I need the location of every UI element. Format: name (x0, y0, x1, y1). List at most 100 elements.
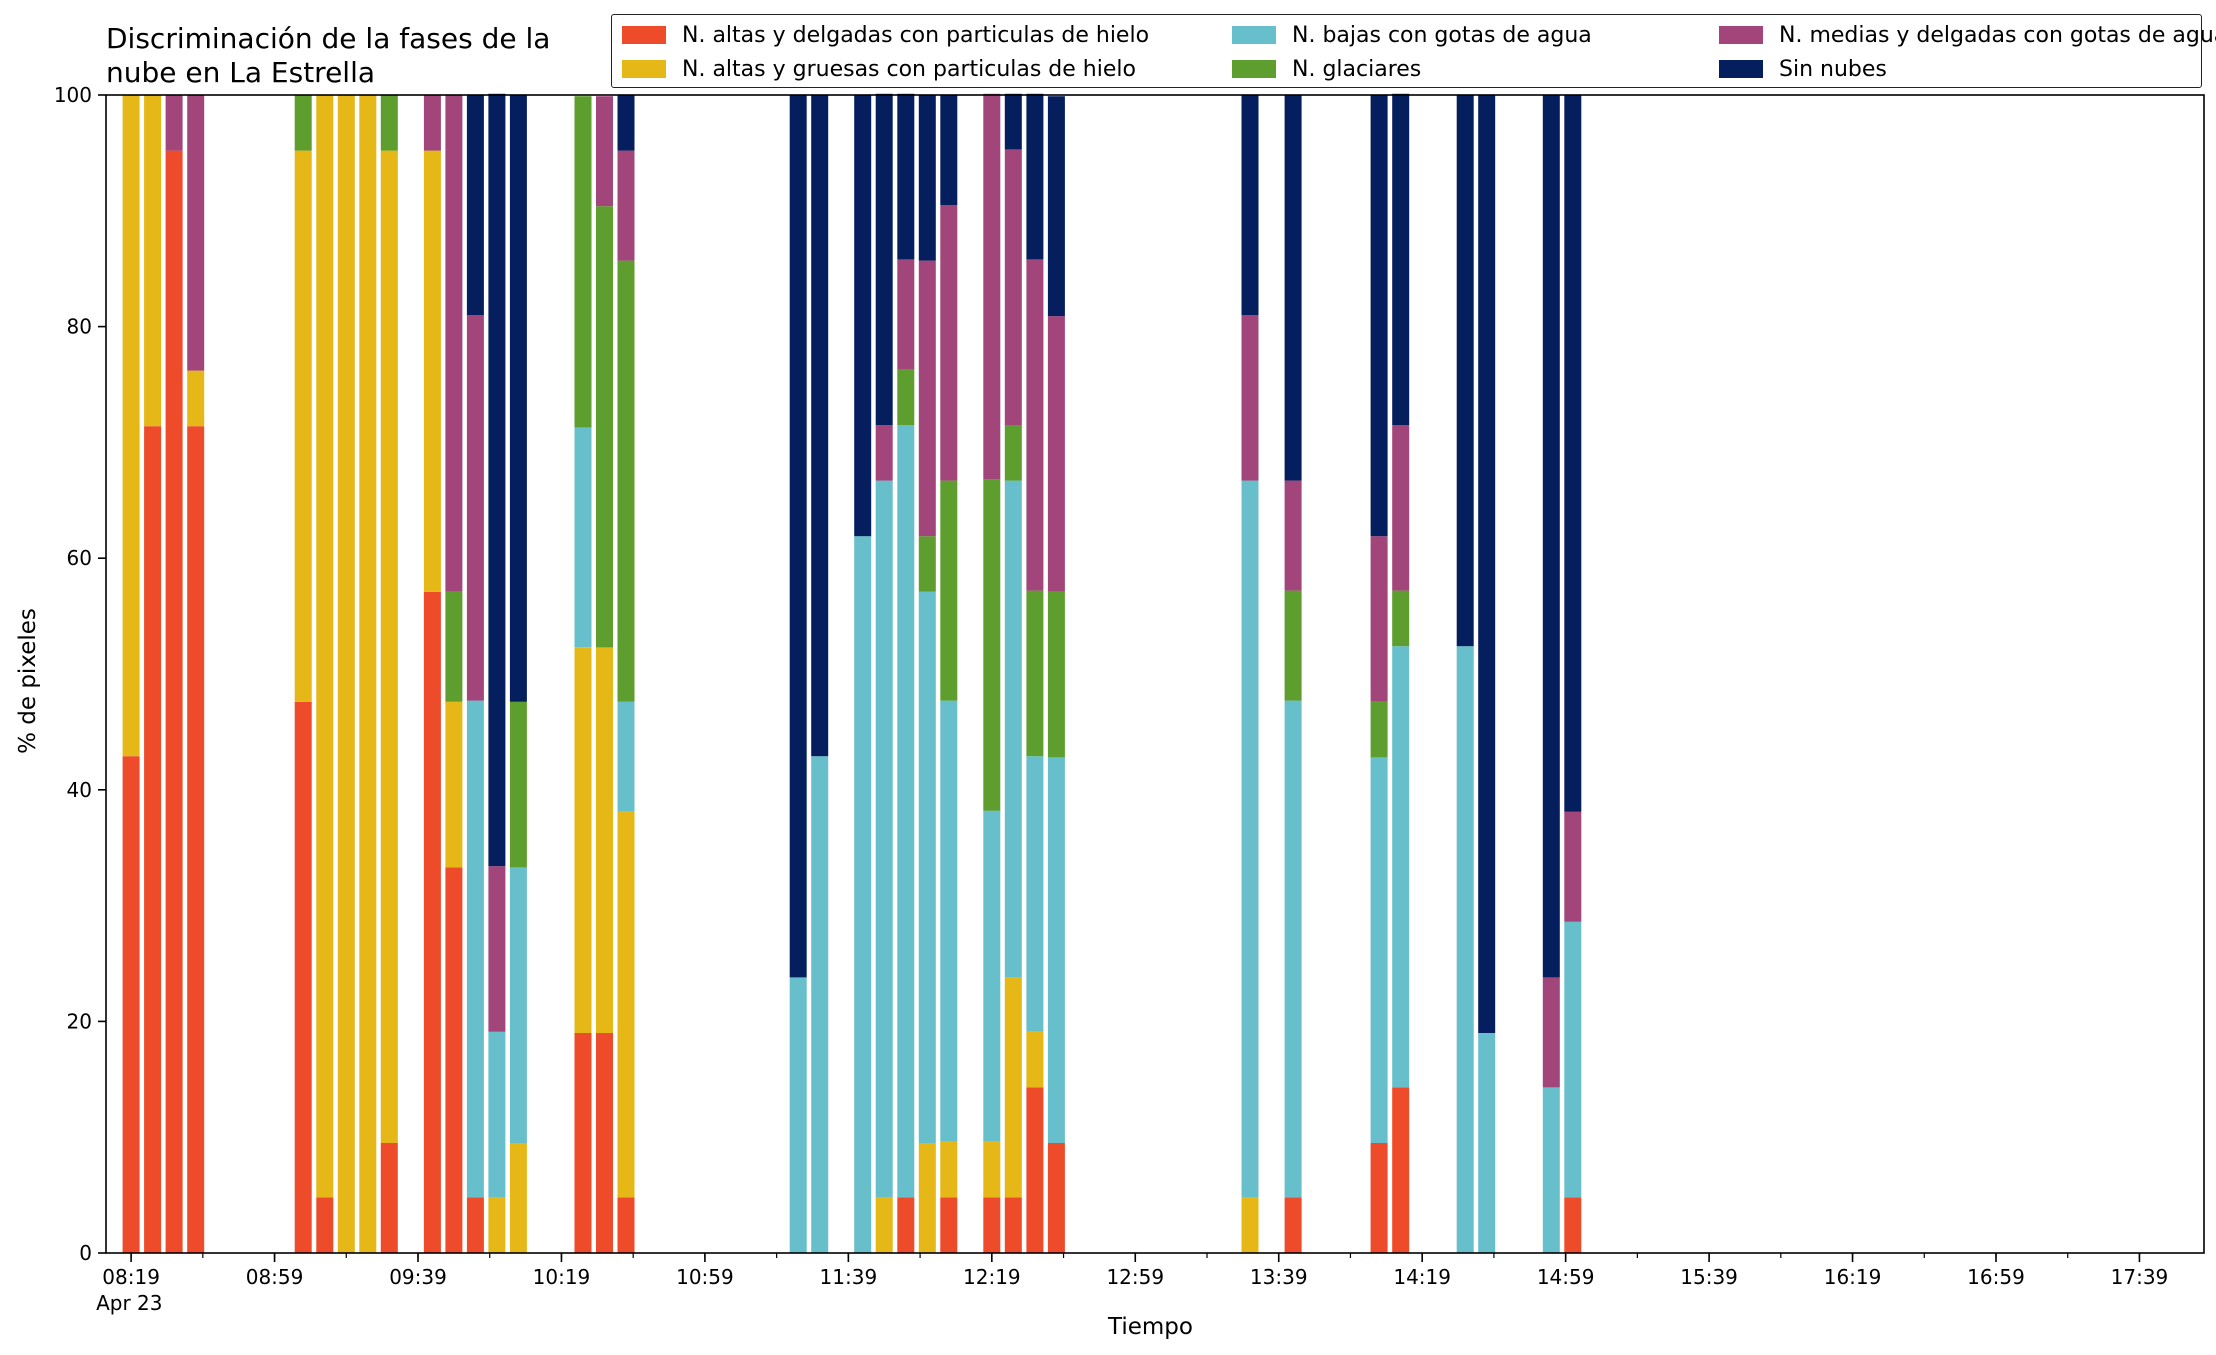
y-tick-label-2: 20 (67, 1009, 92, 1033)
bar-segment-30-1 (1284, 1197, 1302, 1253)
bar-segment-9-4 (380, 95, 398, 151)
legend-item-2: N. altas y gruesas con particulas de hie… (622, 57, 1136, 83)
legend-label-5: N. medias y delgadas con gotas de agua (1779, 23, 2216, 48)
bar-segment-4-5 (187, 95, 205, 371)
legend-swatch-6 (1719, 60, 1763, 78)
bar-segment-32-3 (1392, 646, 1410, 1088)
bar-segment-29-3 (1241, 480, 1259, 1198)
bar-segment-15-1 (574, 1033, 592, 1253)
bar-segment-22-4 (897, 369, 915, 425)
x-tick-label-10: 14:19 (1393, 1265, 1451, 1289)
bar-segment-28-5 (1047, 316, 1065, 592)
bar-segment-8-2 (359, 95, 377, 1253)
bar-segment-10-5 (423, 95, 441, 151)
bar-segment-21-3 (875, 480, 893, 1198)
bar-segment-11-2 (445, 701, 463, 868)
bar-segment-16-1 (596, 1033, 613, 1253)
bar-segment-12-5 (466, 315, 484, 701)
x-tick-label-15: 17:39 (2111, 1265, 2169, 1289)
legend-item-4: N. glaciares (1232, 57, 1421, 83)
bar-segment-24-1 (940, 1197, 958, 1253)
chart-title-line-1: Discriminación de la fases de la (106, 22, 551, 55)
bar-segment-10-2 (423, 150, 441, 592)
x-axis-label: Tiempo (1108, 1314, 1193, 1340)
bar-segment-17-3 (617, 701, 635, 812)
bar-segment-18-3 (789, 977, 807, 1253)
bar-segment-33-3 (1456, 646, 1474, 1253)
bar-segment-17-4 (617, 260, 635, 702)
bar-segment-18-6 (789, 95, 807, 978)
bar-segment-13-5 (488, 866, 506, 1032)
bar-segment-12-3 (466, 700, 484, 1198)
bar-segment-22-1 (897, 1197, 915, 1253)
bar-segment-30-3 (1284, 700, 1302, 1198)
bar-segment-26-4 (1004, 425, 1022, 481)
y-tick-label-4: 60 (67, 546, 92, 570)
bar-segment-28-3 (1047, 757, 1065, 1143)
bar-segment-6-1 (316, 1197, 334, 1253)
bar-segment-26-3 (1004, 480, 1022, 978)
bar-segment-36-6 (1564, 95, 1582, 812)
bar-segment-25-1 (983, 1197, 1001, 1253)
legend-label-3: N. bajas con gotas de agua (1292, 23, 1592, 48)
bar-segment-27-3 (1026, 756, 1044, 1032)
bar-segment-1-1 (122, 756, 140, 1253)
x-tick-label-11: 14:59 (1537, 1265, 1595, 1289)
bar-segment-33-6 (1456, 95, 1474, 647)
bar-segment-9-2 (380, 150, 398, 1144)
bar-segment-32-1 (1392, 1087, 1410, 1253)
bar-segment-12-1 (466, 1197, 484, 1253)
legend: N. altas y delgadas con particulas de hi… (611, 14, 2216, 88)
bar-segment-28-4 (1047, 591, 1065, 758)
legend-label-6: Sin nubes (1779, 57, 1887, 82)
bar-segment-13-3 (488, 1031, 506, 1198)
bar-segment-21-6 (875, 93, 893, 426)
bar-segment-5-2 (294, 150, 312, 702)
bar-segment-6-2 (316, 95, 334, 1198)
bar-segment-2-1 (144, 426, 162, 1253)
bar-segment-22-3 (897, 425, 915, 1198)
x-tick-label-13: 16:19 (1824, 1265, 1882, 1289)
bar-segment-28-1 (1047, 1143, 1065, 1253)
bar-segment-17-5 (617, 150, 635, 261)
x-tick-label-4: 10:19 (533, 1265, 591, 1289)
bar-segment-16-5 (596, 96, 613, 207)
bar-segment-30-6 (1284, 95, 1302, 481)
bar-segment-11-5 (445, 95, 463, 592)
bar-segment-20-6 (854, 95, 872, 537)
bar-segment-25-2 (983, 1141, 1001, 1198)
bar-segment-30-5 (1284, 480, 1302, 591)
x-tick-sublabel: Apr 23 (96, 1291, 162, 1315)
bar-segment-11-1 (445, 867, 463, 1253)
bar-segment-24-6 (940, 95, 958, 205)
legend-label-1: N. altas y delgadas con particulas de hi… (682, 23, 1150, 48)
bar-segment-30-4 (1284, 590, 1302, 701)
bar-segment-26-5 (1004, 149, 1022, 425)
bar-segment-28-6 (1047, 96, 1065, 317)
bar-segment-23-4 (918, 536, 936, 592)
bar-segment-21-5 (875, 425, 893, 481)
plot-frame (105, 94, 2205, 1254)
bar-segment-16-4 (596, 206, 613, 648)
bar-segment-19-6 (811, 95, 829, 757)
legend-item-6: Sin nubes (1719, 57, 1887, 83)
bar-segment-35-3 (1542, 1087, 1560, 1253)
x-tick-label-6: 11:39 (820, 1265, 878, 1289)
x-tick-label-12: 15:39 (1680, 1265, 1738, 1289)
bar-segment-25-3 (983, 810, 1001, 1142)
bar-segment-1-2 (122, 95, 140, 757)
bar-segment-24-4 (940, 480, 958, 701)
x-tick-label-5: 10:59 (676, 1265, 734, 1289)
bar-segment-26-2 (1004, 977, 1022, 1198)
bar-segment-22-6 (897, 93, 915, 260)
bar-segment-4-1 (187, 426, 205, 1253)
bar-segment-5-1 (294, 701, 312, 1253)
x-tick-label-1: 08:19 (102, 1265, 160, 1289)
bar-segment-3-1 (165, 150, 183, 1254)
bar-segment-24-3 (940, 700, 958, 1142)
x-tick-label-9: 13:39 (1250, 1265, 1308, 1289)
y-tick-label-5: 80 (67, 315, 92, 339)
bar-segment-7-2 (337, 95, 355, 1253)
bar-segment-17-6 (617, 95, 635, 151)
